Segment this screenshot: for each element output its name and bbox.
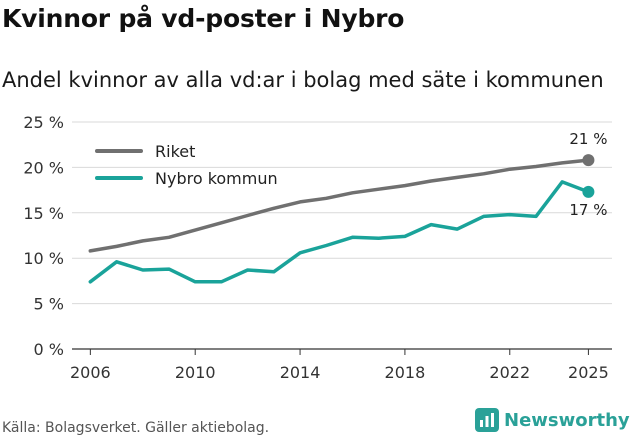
x-tick-label: 2025 — [568, 363, 609, 382]
data-point — [165, 265, 173, 273]
data-point — [244, 212, 252, 220]
data-point — [480, 170, 488, 178]
data-point — [348, 233, 356, 241]
data-point — [165, 233, 173, 241]
x-tick-label: 2006 — [70, 363, 111, 382]
chart-subtitle: Andel kvinnor av alla vd:ar i bolag med … — [2, 68, 604, 92]
series-end-marker — [582, 185, 595, 198]
data-point — [139, 237, 147, 245]
series-end-marker — [582, 154, 595, 167]
y-tick-label: 25 % — [23, 113, 64, 132]
data-point — [86, 247, 94, 255]
x-tick-label: 2022 — [489, 363, 530, 382]
data-point — [270, 204, 278, 212]
source-note: Källa: Bolagsverket. Gäller aktiebolag. — [2, 420, 270, 436]
x-tick-label: 2010 — [175, 363, 216, 382]
chart-title: Kvinnor på vd-poster i Nybro — [2, 4, 405, 33]
data-point — [558, 178, 566, 186]
series-end-label: 21 % — [569, 130, 607, 148]
brand-logo: Newsworthy — [475, 408, 630, 432]
newsworthy-logo-icon — [475, 408, 499, 432]
series: 21 % 17 % — [86, 130, 607, 286]
data-point — [322, 241, 330, 249]
data-point — [506, 211, 514, 219]
data-point — [139, 266, 147, 274]
y-tick-label: 15 % — [23, 204, 64, 223]
data-point — [375, 185, 383, 193]
data-point — [217, 219, 225, 227]
y-tick-label: 10 % — [23, 249, 64, 268]
legend: Riket Nybro kommun — [95, 142, 278, 188]
data-point — [217, 278, 225, 286]
y-tick-label: 5 % — [34, 295, 64, 314]
y-tick-label: 0 % — [34, 340, 64, 359]
data-point — [348, 189, 356, 197]
data-point — [270, 268, 278, 276]
x-tick-label: 2018 — [385, 363, 426, 382]
data-point — [427, 177, 435, 185]
data-point — [375, 234, 383, 242]
x-tick-label: 2014 — [280, 363, 321, 382]
data-point — [427, 221, 435, 229]
data-point — [244, 266, 252, 274]
series-line-riket — [88, 158, 591, 253]
series-line-nybro — [88, 180, 591, 284]
data-point — [191, 278, 199, 286]
data-point — [113, 242, 121, 250]
gridlines — [72, 121, 612, 350]
data-point — [191, 226, 199, 234]
axes: 0 % 5 % 10 % 15 % 20 % 25 % 2006 2010 2014 2018 20… — [23, 113, 608, 382]
data-point — [480, 212, 488, 220]
data-point — [86, 278, 94, 286]
data-point — [401, 182, 409, 190]
data-point — [506, 165, 514, 173]
data-point — [532, 162, 540, 170]
y-tick-label: 20 % — [23, 158, 64, 177]
legend-label: Nybro kommun — [155, 169, 278, 188]
legend-label: Riket — [155, 142, 195, 161]
data-point — [401, 232, 409, 240]
series-end-label: 17 % — [569, 201, 607, 219]
data-point — [296, 249, 304, 257]
data-point — [453, 173, 461, 181]
data-point — [532, 212, 540, 220]
data-point — [113, 258, 121, 266]
data-point — [453, 225, 461, 233]
data-point — [296, 198, 304, 206]
brand-name: Newsworthy — [504, 409, 630, 431]
data-point — [322, 194, 330, 202]
data-point — [558, 159, 566, 167]
